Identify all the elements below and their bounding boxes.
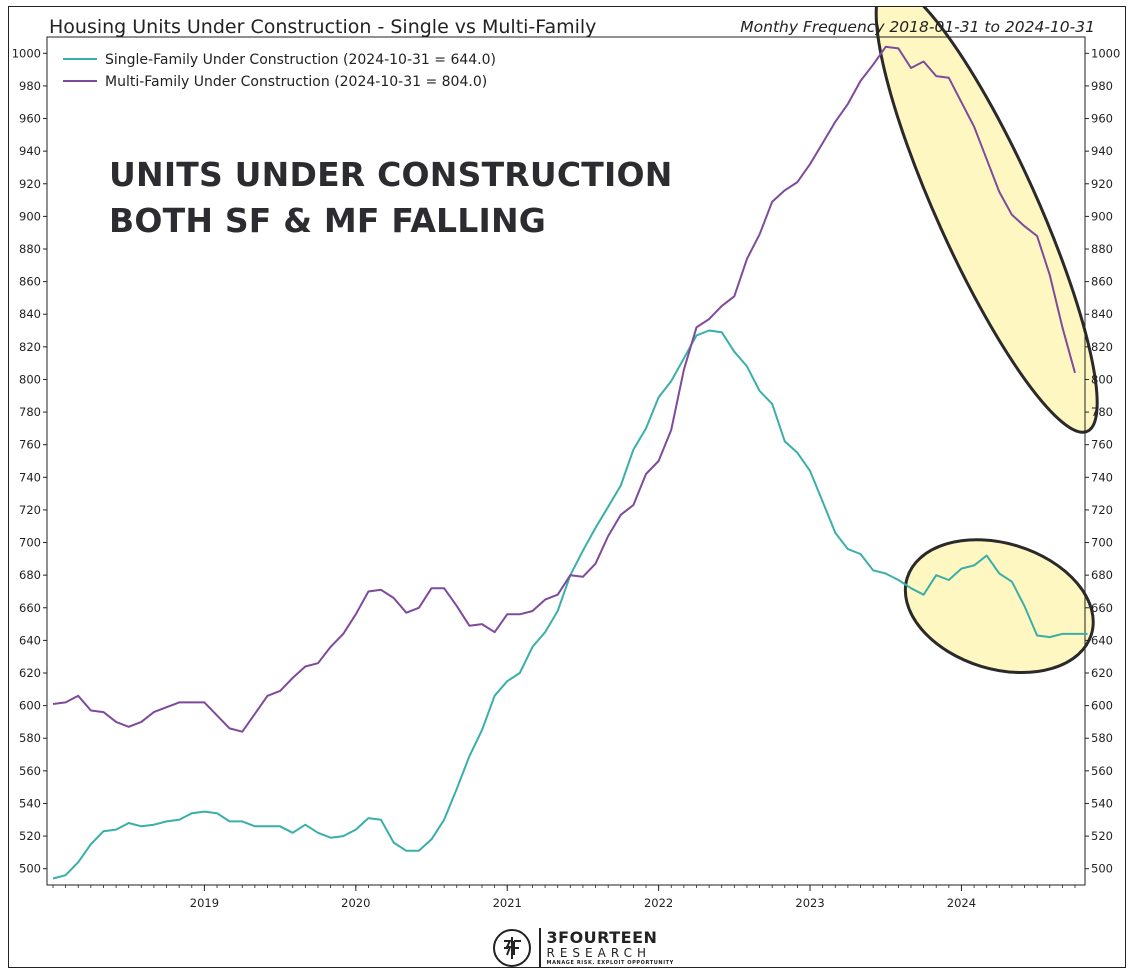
y-tick-label-right: 560	[1091, 764, 1113, 778]
y-tick-label-left: 980	[19, 79, 41, 93]
y-tick-label-left: 840	[19, 307, 41, 321]
logo-tagline: MANAGE RISK. EXPLOIT OPPORTUNITY	[546, 960, 674, 966]
y-tick-label-right: 680	[1091, 568, 1113, 582]
y-tick-label-right: 600	[1091, 699, 1113, 713]
y-tick-label-left: 760	[19, 438, 41, 452]
chart-subtitle: Monthy Frequency 2018-01-31 to 2024-10-3…	[740, 18, 1095, 36]
y-tick-label-left: 700	[19, 536, 41, 550]
y-tick-label-right: 840	[1091, 307, 1113, 321]
y-tick-label-left: 820	[19, 340, 41, 354]
y-tick-label-right: 520	[1091, 829, 1113, 843]
y-tick-label-right: 780	[1091, 405, 1113, 419]
y-tick-label-right: 880	[1091, 242, 1113, 256]
y-tick-label-left: 620	[19, 666, 41, 680]
y-tick-label-right: 660	[1091, 601, 1113, 615]
y-tick-label-left: 600	[19, 699, 41, 713]
brand-logo: 3FOURTEEN RESEARCH MANAGE RISK. EXPLOIT …	[493, 927, 674, 969]
y-tick-label-right: 800	[1091, 372, 1113, 386]
y-tick-label-left: 1000	[12, 46, 41, 60]
x-tick-label: 2023	[795, 896, 824, 910]
y-tick-label-right: 500	[1091, 862, 1113, 876]
y-tick-label-right: 700	[1091, 536, 1113, 550]
y-tick-label-left: 560	[19, 764, 41, 778]
y-tick-label-left: 800	[19, 372, 41, 386]
y-tick-label-left: 500	[19, 862, 41, 876]
y-tick-label-left: 660	[19, 601, 41, 615]
y-tick-label-right: 920	[1091, 177, 1113, 191]
y-tick-label-left: 740	[19, 470, 41, 484]
y-tick-label-left: 900	[19, 209, 41, 223]
chart-title: Housing Units Under Construction - Singl…	[49, 16, 597, 38]
series-line-multi-family	[52, 45, 1076, 733]
annotation-line-2: BOTH SF & MF FALLING	[109, 201, 547, 240]
x-tick-label: 2020	[341, 896, 370, 910]
y-tick-label-right: 900	[1091, 209, 1113, 223]
x-tick-label: 2024	[947, 896, 976, 910]
highlight-ellipse-2	[903, 538, 1095, 675]
line-chart: 500 500 520 520 540 540 560 560 580 580 600 600 620 6…	[12, 7, 1120, 910]
y-tick-label-right: 720	[1091, 503, 1113, 517]
y-tick-label-left: 860	[19, 275, 41, 289]
logo-divider	[539, 928, 541, 968]
y-tick-label-right: 620	[1091, 666, 1113, 680]
y-tick-label-right: 1000	[1091, 46, 1120, 60]
highlight-ellipse-1	[874, 7, 1099, 434]
logo-name: 3FOURTEEN	[546, 928, 658, 947]
annotation-line-1: UNITS UNDER CONSTRUCTION	[109, 155, 673, 194]
y-tick-label-left: 640	[19, 633, 41, 647]
y-tick-label-left: 540	[19, 796, 41, 810]
y-tick-label-left: 680	[19, 568, 41, 582]
y-tick-label-left: 940	[19, 144, 41, 158]
chart-frame: 500 500 520 520 540 540 560 560 580 580 600 600 620 6…	[8, 6, 1126, 968]
y-tick-label-right: 860	[1091, 275, 1113, 289]
logo-mark-icon	[493, 929, 531, 967]
y-tick-label-right: 940	[1091, 144, 1113, 158]
logo-sub: RESEARCH	[546, 946, 651, 960]
plot-area-border	[46, 36, 1086, 886]
y-tick-label-right: 580	[1091, 731, 1113, 745]
x-tick-label: 2022	[644, 896, 673, 910]
x-tick-label: 2019	[190, 896, 219, 910]
y-tick-label-right: 820	[1091, 340, 1113, 354]
y-tick-label-right: 980	[1091, 79, 1113, 93]
y-tick-label-left: 920	[19, 177, 41, 191]
y-tick-label-right: 740	[1091, 470, 1113, 484]
x-tick-label: 2021	[493, 896, 522, 910]
y-tick-label-right: 540	[1091, 796, 1113, 810]
y-tick-label-left: 720	[19, 503, 41, 517]
y-tick-label-right: 960	[1091, 112, 1113, 126]
y-tick-label-left: 780	[19, 405, 41, 419]
y-tick-label-right: 640	[1091, 633, 1113, 647]
y-tick-label-right: 760	[1091, 438, 1113, 452]
y-tick-label-left: 520	[19, 829, 41, 843]
y-tick-label-left: 880	[19, 242, 41, 256]
legend-label: Single-Family Under Construction (2024-1…	[105, 52, 496, 68]
y-tick-label-left: 580	[19, 731, 41, 745]
legend-label: Multi-Family Under Construction (2024-10…	[105, 74, 487, 90]
y-tick-label-left: 960	[19, 112, 41, 126]
